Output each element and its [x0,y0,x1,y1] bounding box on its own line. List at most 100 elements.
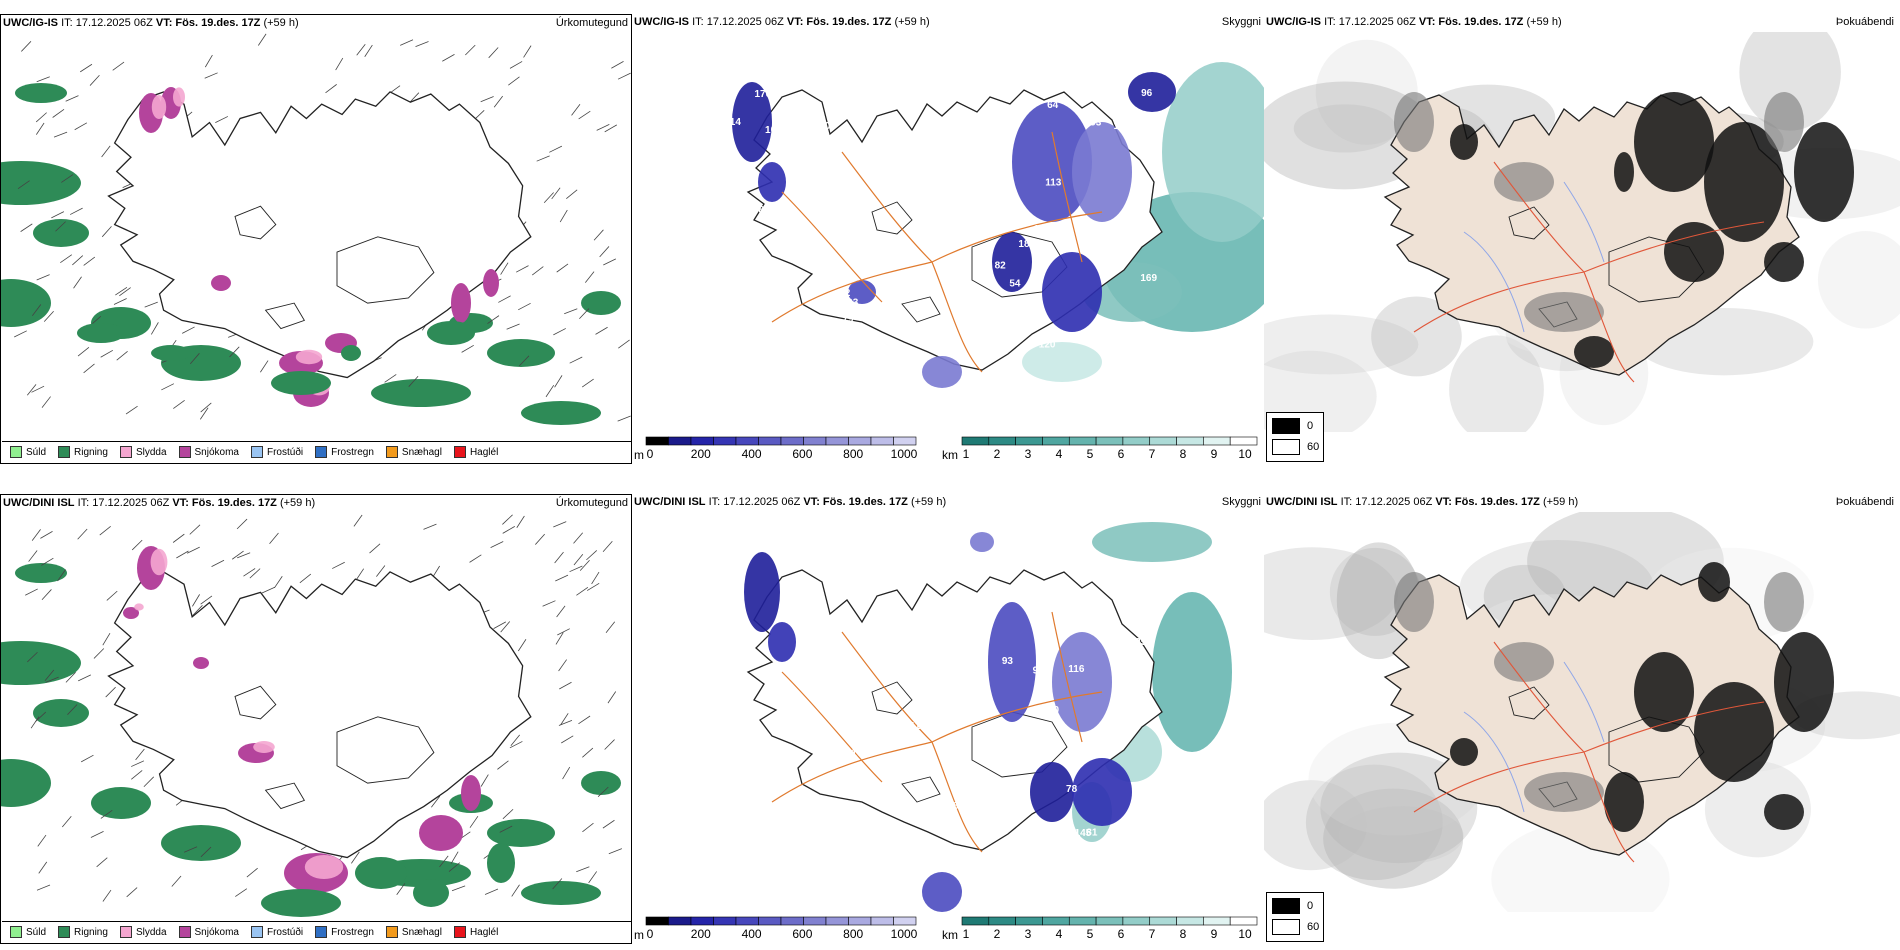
wind-barb [582,822,594,833]
wind-barb [102,632,111,646]
rain-area [261,889,341,917]
cloud-base-value-label: 38 [753,205,765,216]
cloud-panel-row2: UWC/DINI ISL IT: 17.12.2025 06Z VT: Fös.… [632,494,1264,944]
cloud-base-value-label: 98 [914,77,926,88]
colorbar-tick-label: 0 [646,447,654,461]
legend-label: Frostúði [266,446,304,458]
wind-barb [499,825,513,833]
low-cloud-area [1012,102,1092,222]
colorbar-tick-label: 5 [1086,927,1094,941]
wind-barb [556,263,569,273]
panel-title: UWC/IG-IS IT: 17.12.2025 06Z VT: Fös. 19… [634,16,930,28]
wind-barb [617,72,631,80]
panel-title: UWC/IG-IS IT: 17.12.2025 06Z VT: Fös. 19… [3,17,299,29]
variable-name: Úrkomutegund [555,17,628,29]
cloud-base-value-label: 88 [952,261,964,272]
high-fog-index-area [1450,124,1478,160]
wind-barb [192,605,203,616]
legend-swatch [58,446,71,458]
cloud-base-value-label: 43 [1049,221,1061,232]
snow-area [211,275,231,291]
wind-barb [376,565,386,577]
colorbar-segment [758,916,782,926]
fog-index-area [1264,314,1419,375]
glacier-outline [901,776,941,803]
wind-barb [131,770,143,780]
wind-barb [30,716,40,729]
wind-barb [607,691,617,704]
legend-item: Snjókoma [178,926,239,938]
colorbar-segment [803,436,827,446]
wind-barb [61,174,74,183]
sleet-area [295,349,323,365]
colorbar-segment [1229,916,1258,926]
legend-swatch [453,446,466,458]
glacier-outline [871,201,913,235]
wind-barb [469,554,482,563]
legend-swatch [119,926,132,938]
cloud-base-value-label: 88 [1006,334,1018,345]
wind-barb [423,523,437,530]
legend-swatch [119,446,132,458]
fog-legend-label: 60 [1307,921,1320,933]
wind-barb [112,61,125,71]
wind-barb [269,532,279,544]
legend-label: Snæhagl [401,926,442,938]
legend-label: Slydda [135,446,167,458]
lead-time: (+59 h) [894,16,930,28]
rain-area [151,345,191,361]
wind-barb [578,715,591,725]
wind-barb [549,145,563,153]
cloud-base-value-label: 62 [889,164,901,175]
wind-barb [51,211,65,219]
wind-barb [332,561,345,569]
model-name: UWC/IG-IS [634,16,689,28]
wind-barb [101,226,112,238]
low-cloud-area [970,532,994,552]
cloud-base-value-label: 96 [1141,88,1153,99]
cloud-base-value-label: 93 [847,298,859,309]
wind-barb [605,621,616,633]
wind-barb [617,415,631,422]
legend-item: Frostúði [250,446,304,458]
legend-swatch [315,926,328,938]
wind-barb [184,846,198,853]
cloud-base-value-label: 18 [1034,224,1046,235]
fog-index-area [1315,39,1418,145]
colorbar-segment [668,436,692,446]
cloud-base-value-label: 207 [819,121,836,132]
snow-area [123,607,139,619]
legend-item: Slydda [119,926,167,938]
high-fog-index-area [1764,242,1804,282]
colorbar-segment [1122,916,1151,926]
precip-map [1,33,631,425]
wind-barb [591,571,600,585]
road-network [771,131,1103,373]
wind-barb [55,221,66,232]
rain-area [271,371,331,395]
colorbar-tick-label: 9 [1210,927,1218,941]
wind-barb [558,659,567,672]
wind-barb [36,884,51,891]
legend-swatch [178,926,191,938]
wind-barb [556,605,566,618]
valid-time: Fös. 19.des. 17Z [1438,16,1524,28]
wind-barb [484,888,499,895]
init-time: IT: 17.12.2025 06Z [61,17,153,29]
wind-barb [508,76,520,86]
sleet-area [253,741,275,753]
wind-barb [38,861,48,874]
wind-barb [518,355,530,367]
wind-barb [41,396,51,408]
cloud-base-value-label: 79 [843,314,855,325]
cloud-base-value-label: 59 [1005,309,1017,320]
colorbar-segment [988,436,1016,446]
wind-barb [113,298,127,305]
legend-swatch [385,446,398,458]
fog-index-map [1264,512,1900,912]
wind-barb [40,531,53,539]
wind-barb [618,339,630,349]
wind-barb [21,41,32,52]
fog-index-legend: 0 60 [1266,892,1324,942]
